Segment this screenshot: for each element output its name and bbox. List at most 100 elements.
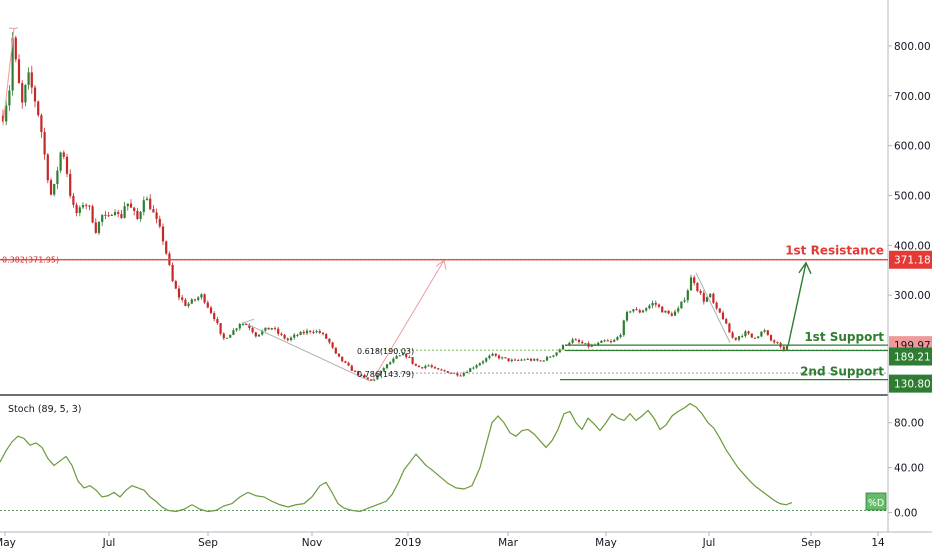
candle-body [172,265,174,281]
candle-body [268,328,270,330]
candle-body [117,212,119,214]
candle-body [642,310,644,312]
candle-body [88,206,90,207]
candle-body [140,212,142,219]
candle-body [306,331,308,334]
pullback-line [696,273,730,343]
level-price-badge-label: 130.80 [894,379,931,391]
candle-body [677,308,679,311]
candle-body [271,328,273,329]
candle-body [280,334,282,335]
candle-body [735,338,737,340]
candle-body [85,205,87,206]
candle-body [92,206,94,222]
candle-body [664,311,666,313]
candle-body [444,370,446,371]
price-tick-label: 600.00 [894,141,931,153]
level-price-badge-label: 189.21 [894,351,931,363]
candle-body [581,342,583,343]
candle-body [146,199,148,201]
candle-body [72,196,74,205]
candle-body [396,356,398,359]
candle-body [15,38,17,60]
candle-body [543,361,545,362]
candle-body [300,332,302,335]
candle-body [204,294,206,302]
candle-body [693,277,695,283]
candle-body [252,328,254,332]
candle-body [242,324,244,325]
candle-body [626,312,628,321]
candle-body [69,174,71,196]
candle-body [552,355,554,356]
candle-body [757,336,759,338]
candle-body [213,313,215,319]
candle-body [754,338,756,339]
candle-body [159,219,161,227]
candle-body [629,311,631,312]
candles-group [2,32,788,381]
candle-body [728,324,730,333]
stoch-d-line [0,404,792,512]
stoch-tick-label: 80.00 [894,418,924,430]
candle-body [690,277,692,290]
candle-body [21,83,23,102]
candle-body [82,205,84,207]
candle-body [44,132,46,155]
projection-arrow-green [788,263,806,346]
candle-body [485,358,487,361]
candle-body [124,206,126,218]
candle-body [236,328,238,330]
candle-body [200,294,202,297]
candle-body [600,341,602,343]
candle-body [194,299,196,300]
candle-body [207,303,209,308]
stoch-tick-label: 40.00 [894,463,924,475]
candle-body [639,310,641,312]
candle-body [175,281,177,288]
candle-body [741,336,743,337]
indicator-title[interactable]: Stoch (89, 5, 3) [8,404,82,415]
candle-body [63,152,65,156]
candle-body [687,290,689,300]
candle-body [226,338,228,339]
candle-body [28,72,30,85]
candle-body [421,367,423,368]
candle-body [34,87,36,101]
fib-label: 0.786(143.79) [357,370,414,379]
candle-body [149,199,151,210]
candle-body [428,365,430,366]
time-tick-label: May [595,537,617,549]
candle-body [703,293,705,301]
candle-body [47,155,49,181]
candle-body [284,335,286,339]
candle-body [431,365,433,367]
candle-body [520,360,522,361]
candle-body [56,171,58,184]
candle-body [162,226,164,241]
candle-body [661,307,663,313]
candle-body [184,300,186,306]
candle-body [549,357,551,358]
candle-body [309,331,311,332]
candle-body [338,354,340,357]
candle-body [501,357,503,358]
candle-body [223,334,225,339]
candle-body [293,335,295,338]
candle-body [472,368,474,369]
candle-body [437,368,439,369]
candle-body [322,333,324,334]
candle-body [136,211,138,219]
candle-body [684,300,686,301]
candle-body [412,357,414,364]
time-tick-label: 14 [871,537,885,549]
candle-body [751,333,753,337]
candle-body [264,328,266,331]
candle-body [133,208,135,211]
time-tick-label: Mar [498,537,518,549]
candle-body [738,336,740,339]
candle-body [319,331,321,333]
price-tick-label: 400.00 [894,240,931,252]
